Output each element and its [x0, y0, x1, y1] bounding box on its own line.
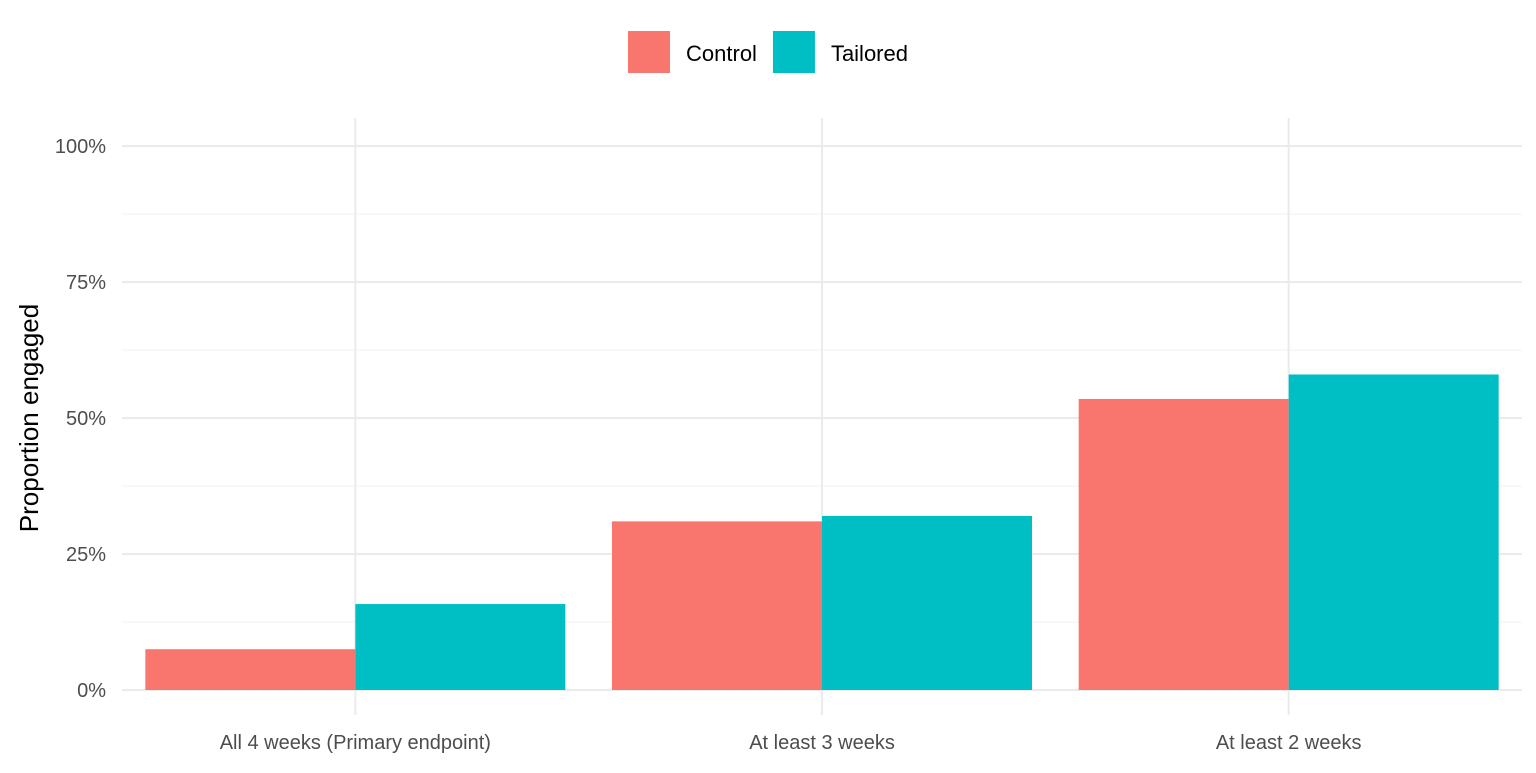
y-axis: 0% 25% 50% 75% 100% — [55, 136, 106, 702]
bar-tailored-3 — [1288, 374, 1499, 690]
x-tick-label: At least 2 weeks — [1216, 732, 1362, 754]
bar-tailored-1 — [355, 604, 566, 690]
bars — [145, 374, 1499, 690]
legend-label-tailored: Tailored — [831, 41, 908, 66]
bar-control-2 — [612, 521, 822, 690]
legend-key-tailored — [772, 31, 815, 73]
y-tick-label: 50% — [66, 408, 106, 430]
legend[interactable]: Control Tailored — [628, 31, 908, 73]
y-tick-label: 100% — [55, 136, 106, 158]
x-axis: All 4 weeks (Primary endpoint) At least 3… — [220, 732, 1362, 754]
y-tick-label: 75% — [66, 272, 106, 294]
legend-label-control: Control — [686, 41, 757, 66]
bar-control-3 — [1078, 398, 1289, 690]
x-tick-label: All 4 weeks (Primary endpoint) — [220, 732, 491, 754]
x-tick-label: At least 3 weeks — [749, 732, 895, 754]
y-axis-title: Proportion engaged — [14, 304, 44, 532]
legend-key-control — [628, 31, 671, 73]
bar-tailored-2 — [822, 515, 1032, 690]
bar-control-1 — [145, 649, 356, 690]
y-tick-label: 25% — [66, 544, 106, 566]
y-tick-label: 0% — [77, 680, 106, 702]
